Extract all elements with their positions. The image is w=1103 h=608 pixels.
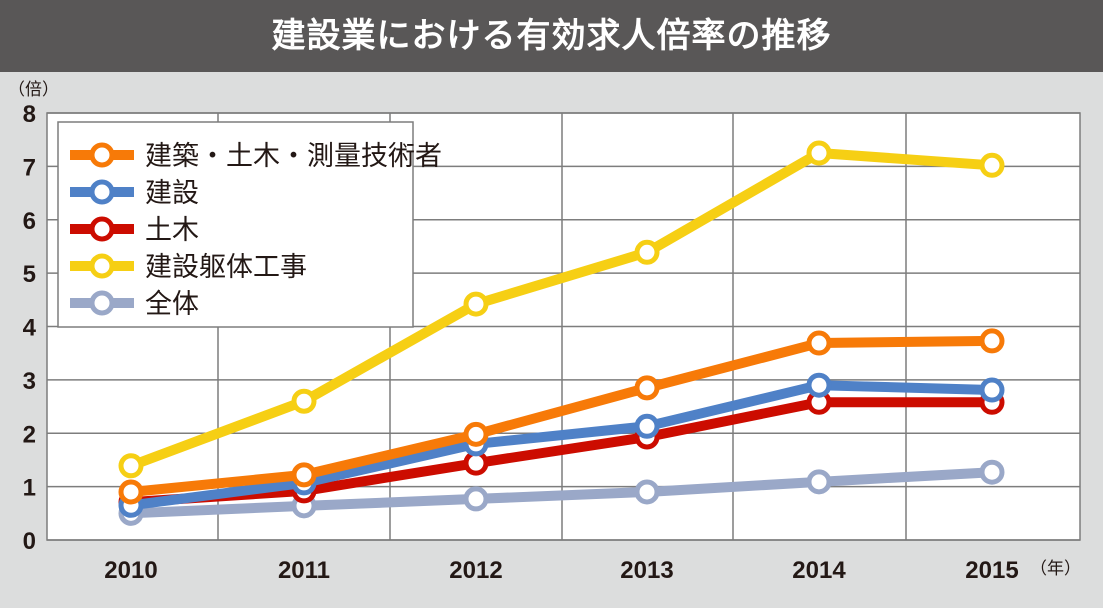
legend-label: 建築・土木・測量技術者	[145, 141, 442, 172]
y-tick-label: 8	[23, 101, 36, 128]
data-point	[634, 479, 660, 505]
chart-title: 建設業における有効求人倍率の推移	[0, 0, 1103, 72]
x-tick-label: 2013	[620, 557, 673, 584]
data-point	[118, 479, 144, 505]
data-point	[291, 462, 317, 488]
data-point	[634, 239, 660, 265]
legend-label: 建設	[145, 178, 199, 209]
y-tick-label: 4	[23, 315, 37, 342]
y-tick-label: 7	[23, 154, 36, 181]
data-point	[463, 486, 489, 512]
series-line	[129, 148, 993, 471]
y-tick-label: 1	[23, 475, 36, 502]
x-tick-label: 2015	[965, 557, 1018, 584]
data-point	[806, 372, 832, 398]
y-tick-label: 2	[23, 421, 36, 448]
data-point	[463, 421, 489, 447]
legend-label: 建設躯体工事	[145, 252, 307, 283]
legend-marker	[89, 142, 115, 168]
data-point	[979, 377, 1005, 403]
series-line	[130, 467, 993, 519]
data-point	[634, 413, 660, 439]
y-tick-label: 5	[23, 261, 36, 288]
legend-marker	[89, 253, 115, 279]
x-tick-label: 2012	[449, 557, 502, 584]
data-point	[806, 140, 832, 166]
series-line	[130, 397, 992, 508]
legend-marker	[89, 290, 115, 316]
y-tick-label: 3	[23, 368, 36, 395]
series-line	[130, 335, 993, 497]
data-point	[979, 459, 1005, 485]
data-point	[291, 388, 317, 414]
legend-label: 全体	[145, 289, 199, 320]
data-point	[634, 375, 660, 401]
legend-marker	[89, 216, 115, 242]
data-point	[806, 469, 832, 495]
y-tick-label: 0	[23, 528, 36, 555]
plot-border	[46, 112, 1081, 541]
data-point	[806, 330, 832, 356]
series-line	[130, 380, 993, 511]
y-axis-label: （倍）	[8, 80, 59, 100]
data-point	[979, 328, 1005, 354]
legend-marker	[89, 179, 115, 205]
x-tick-label: 2010	[104, 557, 157, 584]
legend-label: 土木	[145, 215, 199, 246]
y-tick-label: 6	[23, 208, 36, 235]
x-axis-label: （年）	[1030, 559, 1081, 579]
x-tick-label: 2011	[278, 557, 330, 584]
data-point	[463, 291, 489, 317]
data-point	[118, 453, 144, 479]
x-tick-label: 2014	[792, 557, 846, 584]
data-point	[979, 152, 1005, 178]
